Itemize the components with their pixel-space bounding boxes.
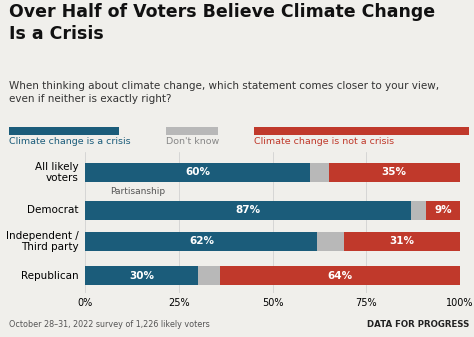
Text: Over Half of Voters Believe Climate Change
Is a Crisis: Over Half of Voters Believe Climate Chan… [9, 3, 436, 43]
Text: 30%: 30% [129, 271, 154, 281]
Text: Partisanship: Partisanship [110, 187, 165, 196]
Bar [426, 201, 460, 220]
Bar [85, 201, 411, 220]
Bar [318, 232, 344, 251]
Bar [328, 163, 460, 182]
Text: October 28–31, 2022 survey of 1,226 likely voters: October 28–31, 2022 survey of 1,226 like… [9, 319, 210, 329]
Bar [85, 267, 198, 285]
Text: When thinking about climate change, which statement comes closer to your view,
e: When thinking about climate change, whic… [9, 81, 439, 104]
Text: 87%: 87% [236, 205, 261, 215]
Bar [310, 163, 328, 182]
Text: 60%: 60% [185, 167, 210, 177]
Bar [85, 163, 310, 182]
Text: 31%: 31% [389, 237, 414, 246]
Bar [220, 267, 460, 285]
Text: Climate change is not a crisis: Climate change is not a crisis [254, 137, 394, 147]
Bar [344, 232, 460, 251]
Text: 62%: 62% [189, 237, 214, 246]
Text: 9%: 9% [434, 205, 452, 215]
Text: Don't know: Don't know [166, 137, 219, 147]
Bar [198, 267, 220, 285]
Text: DATA FOR PROGRESS: DATA FOR PROGRESS [367, 319, 469, 329]
Text: 35%: 35% [382, 167, 407, 177]
Text: Climate change is a crisis: Climate change is a crisis [9, 137, 131, 147]
Text: 64%: 64% [328, 271, 353, 281]
Bar [411, 201, 426, 220]
Bar [85, 232, 318, 251]
